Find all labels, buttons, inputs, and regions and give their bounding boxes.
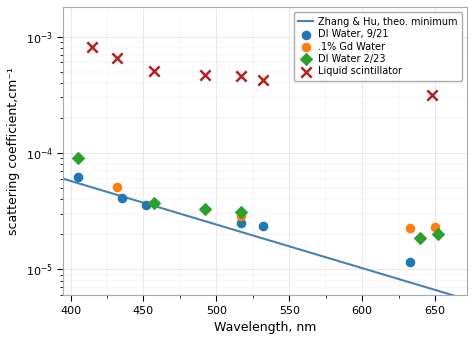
Liquid scintillator [150,68,157,73]
X-axis label: Wavelength, nm: Wavelength, nm [214,321,316,334]
DI Water 2/23 [74,155,82,161]
.1% Gd Water [237,214,245,219]
DI Water, 9/21 [74,174,82,180]
Liquid scintillator [237,73,245,78]
DI Water 2/23 [237,209,245,215]
DI Water, 9/21 [259,223,267,229]
.1% Gd Water [406,226,414,231]
Liquid scintillator [89,44,96,49]
Liquid scintillator [113,55,121,60]
DI Water, 9/21 [406,260,414,265]
DI Water, 9/21 [143,202,150,207]
DI Water, 9/21 [118,195,125,201]
DI Water, 9/21 [237,220,245,226]
DI Water 2/23 [150,201,157,206]
DI Water 2/23 [417,236,424,241]
Legend: Zhang & Hu, theo. minimum, DI Water, 9/21, .1% Gd Water, DI Water 2/23, Liquid s: Zhang & Hu, theo. minimum, DI Water, 9/2… [293,12,462,81]
Y-axis label: scattering coefficient,cm⁻¹: scattering coefficient,cm⁻¹ [7,67,20,235]
DI Water 2/23 [201,206,209,212]
Liquid scintillator [259,78,267,83]
.1% Gd Water [431,224,439,230]
Liquid scintillator [201,72,209,77]
Liquid scintillator [428,92,436,98]
.1% Gd Water [113,184,121,190]
DI Water 2/23 [434,232,442,237]
